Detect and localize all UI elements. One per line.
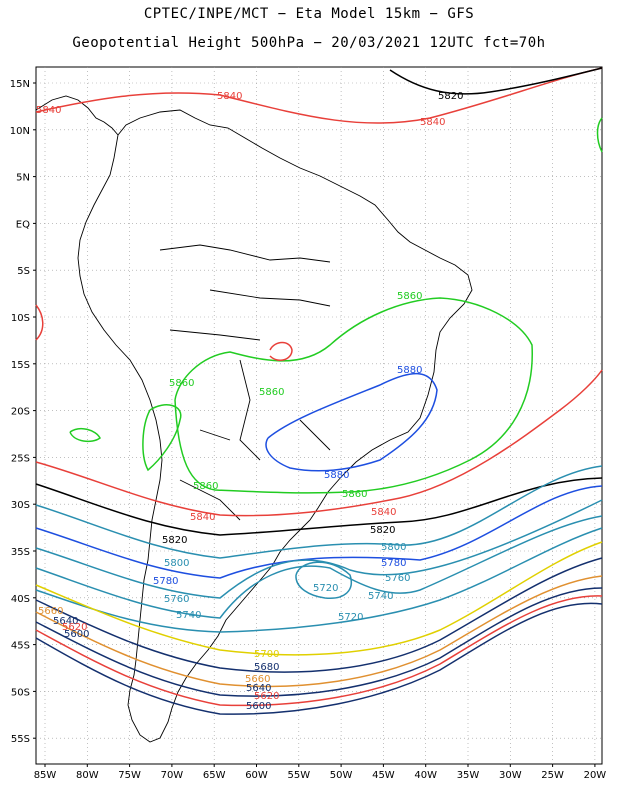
- lat-tick-label: 15N: [10, 79, 30, 90]
- contour-label: 5820: [438, 91, 463, 102]
- lon-tick-label: 85W: [34, 770, 57, 781]
- map-title-line1: CPTEC/INPE/MCT − Eta Model 15km − GFS: [143, 6, 475, 22]
- contour-5680: [35, 557, 603, 673]
- lat-tick-label: 35S: [11, 547, 30, 558]
- lon-tick-label: 75W: [118, 770, 141, 781]
- contour-label: 5860: [342, 489, 367, 500]
- contour-label: 5640: [246, 683, 271, 694]
- contour-5700: [35, 541, 603, 656]
- lon-tick-label: 35W: [457, 770, 480, 781]
- contour-label: 5600: [64, 629, 89, 640]
- contour-5820-south: [35, 477, 603, 536]
- contour-5860-west: [142, 404, 182, 472]
- map-frame: [35, 66, 603, 765]
- contour-label: 5820: [162, 535, 187, 546]
- contour-5880: [265, 372, 438, 472]
- lat-tick-label: 45S: [11, 641, 30, 652]
- contour-label: 5800: [381, 542, 406, 553]
- country-borders: [159, 244, 331, 521]
- lon-tick-label: 45W: [372, 770, 395, 781]
- contour-label: 5840: [190, 512, 215, 523]
- contour-label: 5880: [397, 365, 422, 376]
- contour-label: 5660: [245, 674, 270, 685]
- contour-label: 5860: [169, 378, 194, 389]
- lat-tick-label: 25S: [11, 453, 30, 464]
- lat-tick-label: 55S: [11, 734, 30, 745]
- coastlines: [35, 95, 473, 743]
- contour-label: 5780: [153, 576, 178, 587]
- contour-5740: [35, 515, 603, 619]
- lat-tick-label: 20S: [11, 407, 30, 418]
- south-america-coast: [77, 109, 473, 743]
- contour-label: 5640: [53, 616, 78, 627]
- lon-tick-label: 80W: [76, 770, 99, 781]
- contour-5800: [35, 465, 603, 559]
- contour-5840-north: [35, 67, 603, 124]
- contour-label: 5620: [254, 691, 279, 702]
- contour-5840-south: [35, 369, 603, 517]
- contour-label: 5820: [370, 525, 395, 536]
- central-america-coast: [35, 95, 119, 136]
- lon-tick-label: 70W: [161, 770, 184, 781]
- lat-tick-label: EQ: [16, 219, 30, 230]
- contour-label: 5600: [246, 701, 271, 712]
- lat-tick-label: 30S: [11, 500, 30, 511]
- contour-label: 5620: [62, 622, 87, 633]
- contour-5600: [35, 602, 603, 715]
- contour-5760: [35, 499, 603, 599]
- contour-label: 5760: [385, 573, 410, 584]
- lon-tick-label: 25W: [541, 770, 564, 781]
- contour-label: 5880: [324, 470, 349, 481]
- lat-tick-label: 15S: [11, 360, 30, 371]
- lat-tick-label: 5N: [16, 173, 30, 184]
- contour-label: 5740: [176, 610, 201, 621]
- contour-label: 5720: [338, 612, 363, 623]
- contour-label: 5860: [193, 481, 218, 492]
- contour-label: 5840: [36, 105, 61, 116]
- lon-tick-label: 65W: [203, 770, 226, 781]
- contour-5840-small-low: [269, 341, 293, 361]
- contour-5780: [35, 485, 603, 579]
- contour-label: 5800: [164, 558, 189, 569]
- contour-label: 5720: [313, 583, 338, 594]
- contours: [35, 67, 603, 715]
- contour-5820-north: [389, 67, 603, 95]
- lon-tick-label: 50W: [330, 770, 353, 781]
- lat-tick-label: 50S: [11, 687, 30, 698]
- axis-ticks: 15N 10N 5N EQ 5S 10S 15S 20S 25S 30S 35S 40S 45S 50S 5…: [10, 79, 607, 781]
- lon-tick-label: 20W: [584, 770, 607, 781]
- contour-5860-small-west: [69, 427, 101, 443]
- lat-tick-label: 10N: [10, 126, 30, 137]
- contour-5840-west-edge: [35, 304, 44, 341]
- contour-5640: [35, 587, 603, 697]
- contour-label: 5840: [371, 507, 396, 518]
- lon-tick-label: 60W: [245, 770, 268, 781]
- contour-5720-closed: [295, 561, 352, 599]
- lon-tick-label: 55W: [287, 770, 310, 781]
- contour-label: 5780: [381, 558, 406, 569]
- lon-tick-label: 40W: [414, 770, 437, 781]
- contour-label: 5740: [368, 591, 393, 602]
- contour-label: 5700: [254, 649, 279, 660]
- contour-label: 5660: [38, 606, 63, 617]
- contour-labels: 5840 5840 5840 5820 5860 5860 5860 5860 …: [36, 91, 463, 712]
- contour-5860-brazil: [174, 297, 533, 494]
- contour-label: 5840: [420, 117, 445, 128]
- lat-tick-label: 10S: [11, 313, 30, 324]
- contour-label: 5860: [397, 291, 422, 302]
- contour-label: 5860: [259, 387, 284, 398]
- contour-5660: [35, 575, 603, 688]
- contour-5620: [35, 595, 603, 707]
- contour-label: 5840: [217, 91, 242, 102]
- map-title-line2: Geopotential Height 500hPa − 20/03/2021 …: [72, 35, 546, 51]
- contour-5720: [35, 527, 603, 633]
- lon-tick-label: 30W: [499, 770, 522, 781]
- contour-label: 5760: [164, 594, 189, 605]
- contour-label: 5680: [254, 662, 279, 673]
- contour-5860-east: [596, 117, 603, 153]
- lat-tick-label: 5S: [17, 266, 30, 277]
- grid-lines: [36, 67, 602, 764]
- lat-tick-label: 40S: [11, 594, 30, 605]
